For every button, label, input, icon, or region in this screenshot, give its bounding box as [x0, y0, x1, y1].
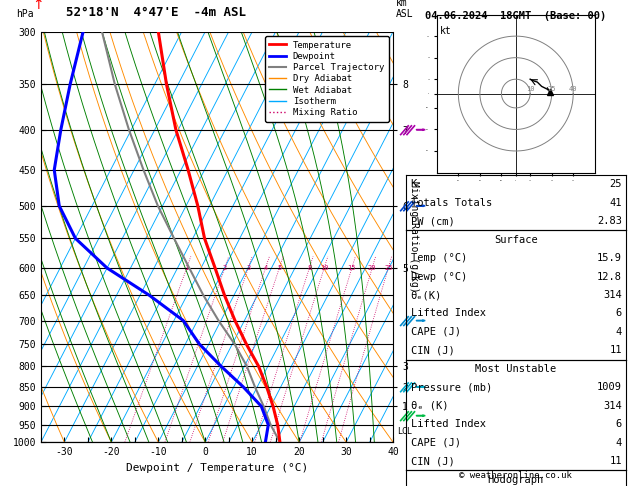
- Text: 04.06.2024  18GMT  (Base: 00): 04.06.2024 18GMT (Base: 00): [425, 11, 606, 21]
- Text: 10: 10: [526, 86, 535, 92]
- Text: 52°18'N  4°47'E  -4m ASL: 52°18'N 4°47'E -4m ASL: [66, 6, 246, 19]
- Text: 25: 25: [547, 86, 556, 92]
- Text: CAPE (J): CAPE (J): [411, 438, 460, 448]
- Text: 11: 11: [610, 456, 622, 466]
- Text: Most Unstable: Most Unstable: [475, 364, 557, 374]
- Text: 10: 10: [320, 265, 328, 271]
- Legend: Temperature, Dewpoint, Parcel Trajectory, Dry Adiabat, Wet Adiabat, Isotherm, Mi: Temperature, Dewpoint, Parcel Trajectory…: [265, 36, 389, 122]
- Text: Dewp (°C): Dewp (°C): [411, 272, 467, 281]
- Text: 314: 314: [603, 401, 622, 411]
- Text: K: K: [411, 179, 417, 189]
- Text: Hodograph: Hodograph: [487, 475, 544, 485]
- Text: 15: 15: [348, 265, 356, 271]
- Text: 2: 2: [223, 265, 227, 271]
- Text: Lifted Index: Lifted Index: [411, 309, 486, 318]
- X-axis label: Dewpoint / Temperature (°C): Dewpoint / Temperature (°C): [126, 463, 308, 473]
- Text: Pressure (mb): Pressure (mb): [411, 382, 492, 392]
- Text: 4: 4: [616, 327, 622, 337]
- Text: 314: 314: [603, 290, 622, 300]
- Text: Surface: Surface: [494, 235, 538, 244]
- Text: 6: 6: [616, 419, 622, 429]
- Text: 2.83: 2.83: [597, 216, 622, 226]
- Text: 25: 25: [610, 179, 622, 189]
- Text: LCL: LCL: [397, 427, 411, 436]
- Text: CIN (J): CIN (J): [411, 456, 455, 466]
- Text: Temp (°C): Temp (°C): [411, 253, 467, 263]
- Text: © weatheronline.co.uk: © weatheronline.co.uk: [459, 471, 572, 480]
- Y-axis label: Mixing Ratio (g/kg): Mixing Ratio (g/kg): [409, 181, 419, 293]
- Text: 25: 25: [384, 265, 392, 271]
- Text: 40: 40: [569, 86, 577, 92]
- Text: θₑ (K): θₑ (K): [411, 401, 448, 411]
- Text: 41: 41: [610, 198, 622, 208]
- Text: 11: 11: [610, 346, 622, 355]
- Text: 1: 1: [184, 265, 189, 271]
- Text: kt: kt: [440, 26, 452, 36]
- Text: 4: 4: [616, 438, 622, 448]
- Text: θₑ(K): θₑ(K): [411, 290, 442, 300]
- Text: PW (cm): PW (cm): [411, 216, 455, 226]
- Text: 20: 20: [368, 265, 376, 271]
- Text: CAPE (J): CAPE (J): [411, 327, 460, 337]
- Text: hPa: hPa: [16, 9, 33, 19]
- Text: 6: 6: [616, 309, 622, 318]
- Text: 8: 8: [307, 265, 311, 271]
- Text: 12.8: 12.8: [597, 272, 622, 281]
- Text: ↑: ↑: [32, 0, 43, 12]
- Text: 15.9: 15.9: [597, 253, 622, 263]
- Text: Totals Totals: Totals Totals: [411, 198, 492, 208]
- Text: 3: 3: [246, 265, 250, 271]
- Text: 5: 5: [277, 265, 281, 271]
- Text: 1009: 1009: [597, 382, 622, 392]
- Text: km
ASL: km ASL: [396, 0, 414, 19]
- Text: Lifted Index: Lifted Index: [411, 419, 486, 429]
- Text: 4: 4: [264, 265, 268, 271]
- Text: CIN (J): CIN (J): [411, 346, 455, 355]
